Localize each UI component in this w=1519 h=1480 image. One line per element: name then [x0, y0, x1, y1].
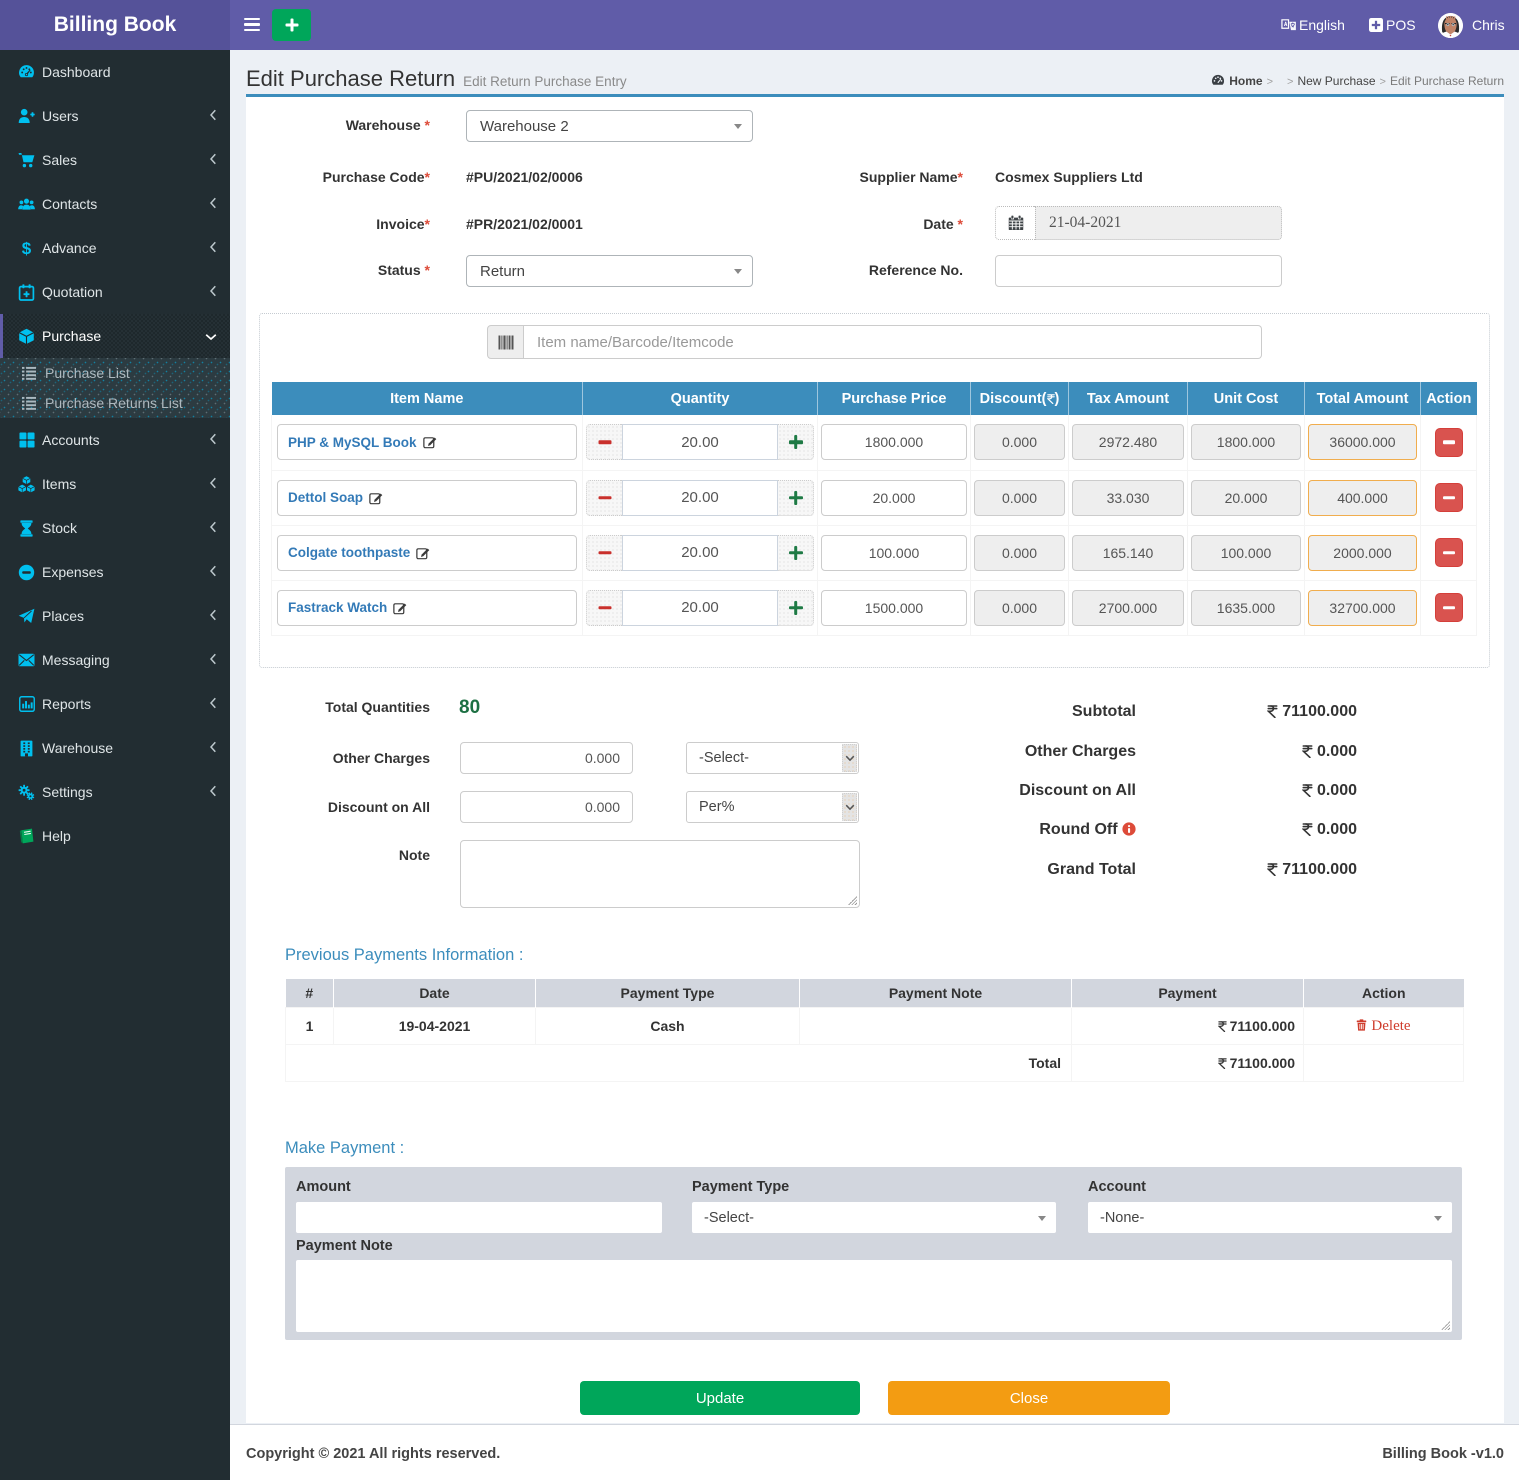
svg-text:$: $	[22, 240, 32, 257]
